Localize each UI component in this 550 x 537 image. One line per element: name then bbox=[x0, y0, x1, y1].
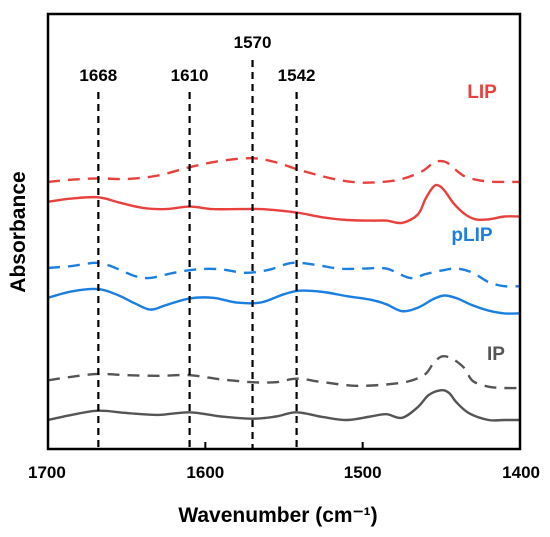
reference-label-1542: 1542 bbox=[278, 66, 316, 85]
series-plip-dashed bbox=[47, 261, 521, 288]
reference-lines bbox=[97, 60, 298, 449]
x-tick-label-1400: 1400 bbox=[502, 463, 540, 482]
x-tick-label-1500: 1500 bbox=[344, 463, 382, 482]
series-labels: LIP pLIP IP bbox=[451, 82, 505, 365]
x-axis-title: Wavenumber (cm⁻¹) bbox=[178, 504, 377, 527]
reference-line-labels: 1668 1610 1570 1542 bbox=[79, 33, 315, 85]
series-layer bbox=[47, 156, 521, 422]
series-label-plip: pLIP bbox=[451, 225, 492, 246]
x-axis-ticks: 1700 1600 1500 1400 bbox=[28, 442, 540, 482]
series-lip-solid bbox=[47, 183, 521, 225]
series-label-lip: LIP bbox=[467, 82, 497, 103]
plot-frame bbox=[46, 12, 522, 451]
reference-label-1610: 1610 bbox=[171, 66, 209, 85]
reference-label-1570: 1570 bbox=[234, 33, 272, 52]
x-tick-label-1600: 1600 bbox=[186, 463, 224, 482]
reference-label-1668: 1668 bbox=[79, 66, 117, 85]
series-plip-solid bbox=[47, 287, 521, 315]
series-ip-solid bbox=[47, 388, 520, 422]
x-tick-label-1700: 1700 bbox=[28, 463, 66, 482]
series-lip-dashed bbox=[47, 156, 521, 184]
series-ip-dashed bbox=[47, 354, 521, 390]
series-label-ip: IP bbox=[487, 344, 505, 365]
y-axis-title: Absorbance bbox=[7, 171, 30, 292]
